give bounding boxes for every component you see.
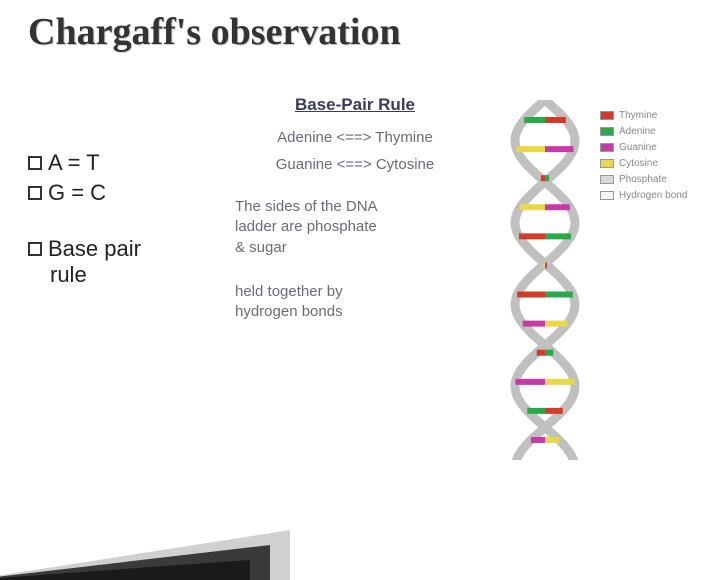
checkbox-icon <box>28 186 42 200</box>
legend-row: Thymine <box>600 110 710 121</box>
slide-title: Chargaff's observation <box>28 10 401 54</box>
checkbox-icon <box>28 242 42 256</box>
bullet-item: Base pair rule <box>28 236 188 288</box>
diagram-note: held together by hydrogen bonds <box>225 282 485 323</box>
legend-row: Cytosine <box>600 158 710 169</box>
pair-rule-line: Guanine <==> Cytosine <box>225 156 485 173</box>
diagram-heading: Base-Pair Rule <box>225 95 485 115</box>
diagram-note: The sides of the DNA ladder are phosphat… <box>225 197 485 258</box>
color-legend: Thymine Adenine Guanine Cytosine Phosphate Hy… <box>600 110 710 206</box>
legend-row: Adenine <box>600 126 710 137</box>
legend-label: Adenine <box>619 126 656 137</box>
bullet-text: G = C <box>48 180 106 206</box>
legend-label: Thymine <box>619 110 657 121</box>
diagram-text-block: Base-Pair Rule Adenine <==> Thymine Guan… <box>225 95 485 322</box>
legend-swatch <box>600 191 614 200</box>
pair-rule-line: Adenine <==> Thymine <box>225 129 485 146</box>
note-line: The sides of the DNA <box>235 197 485 217</box>
legend-label: Phosphate <box>619 174 667 185</box>
dna-helix-graphic <box>500 100 590 460</box>
corner-decor <box>0 460 290 580</box>
note-line: & sugar <box>235 238 485 258</box>
legend-swatch <box>600 143 614 152</box>
checkbox-icon <box>28 156 42 170</box>
legend-swatch <box>600 175 614 184</box>
bullet-item: A = T <box>28 150 188 176</box>
legend-swatch <box>600 127 614 136</box>
legend-row: Guanine <box>600 142 710 153</box>
bullet-text: Base pair <box>48 236 141 262</box>
legend-swatch <box>600 111 614 120</box>
bullet-text: rule <box>50 262 188 288</box>
note-line: hydrogen bonds <box>235 302 485 322</box>
bullet-item: G = C <box>28 180 188 206</box>
legend-swatch <box>600 159 614 168</box>
legend-row: Hydrogen bond <box>600 190 710 201</box>
bullet-list: A = T G = C Base pair rule <box>28 150 188 288</box>
legend-label: Hydrogen bond <box>619 190 687 201</box>
bullet-text: A = T <box>48 150 100 176</box>
legend-label: Cytosine <box>619 158 658 169</box>
note-line: ladder are phosphate <box>235 217 485 237</box>
legend-row: Phosphate <box>600 174 710 185</box>
legend-label: Guanine <box>619 142 657 153</box>
note-line: held together by <box>235 282 485 302</box>
